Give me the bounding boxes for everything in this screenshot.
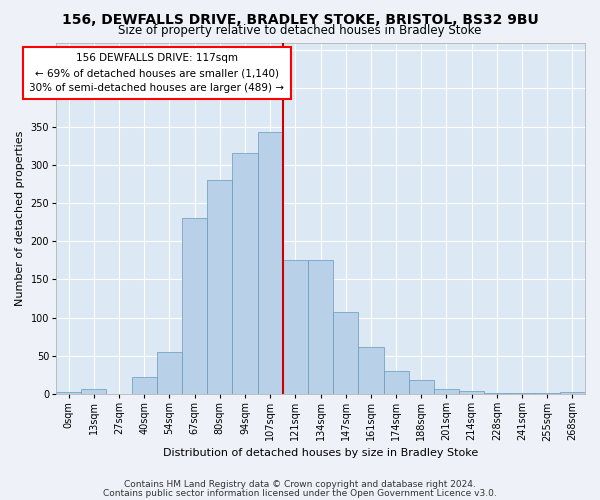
Bar (308, 260, 333, 394)
Text: Contains public sector information licensed under the Open Government Licence v3: Contains public sector information licen… (103, 490, 497, 498)
Bar (434, 389, 459, 394)
X-axis label: Distribution of detached houses by size in Bradley Stoke: Distribution of detached houses by size … (163, 448, 478, 458)
Bar (358, 346, 383, 394)
Bar (283, 260, 308, 394)
Text: 156, DEWFALLS DRIVE, BRADLEY STOKE, BRISTOL, BS32 9BU: 156, DEWFALLS DRIVE, BRADLEY STOKE, BRIS… (62, 12, 538, 26)
Text: Contains HM Land Registry data © Crown copyright and database right 2024.: Contains HM Land Registry data © Crown c… (124, 480, 476, 489)
Bar (484, 392, 509, 394)
Bar (333, 312, 358, 394)
Bar (560, 392, 585, 394)
Bar (82, 389, 106, 394)
Bar (232, 154, 257, 394)
Bar (257, 132, 283, 394)
Bar (459, 391, 484, 394)
Bar (383, 371, 409, 394)
Bar (207, 180, 232, 394)
Text: 156 DEWFALLS DRIVE: 117sqm
← 69% of detached houses are smaller (1,140)
30% of s: 156 DEWFALLS DRIVE: 117sqm ← 69% of deta… (29, 54, 284, 93)
Bar (409, 380, 434, 394)
Text: Size of property relative to detached houses in Bradley Stoke: Size of property relative to detached ho… (118, 24, 482, 37)
Y-axis label: Number of detached properties: Number of detached properties (15, 130, 25, 306)
Bar (157, 352, 182, 394)
Bar (131, 378, 157, 394)
Bar (56, 392, 82, 394)
Bar (182, 218, 207, 394)
